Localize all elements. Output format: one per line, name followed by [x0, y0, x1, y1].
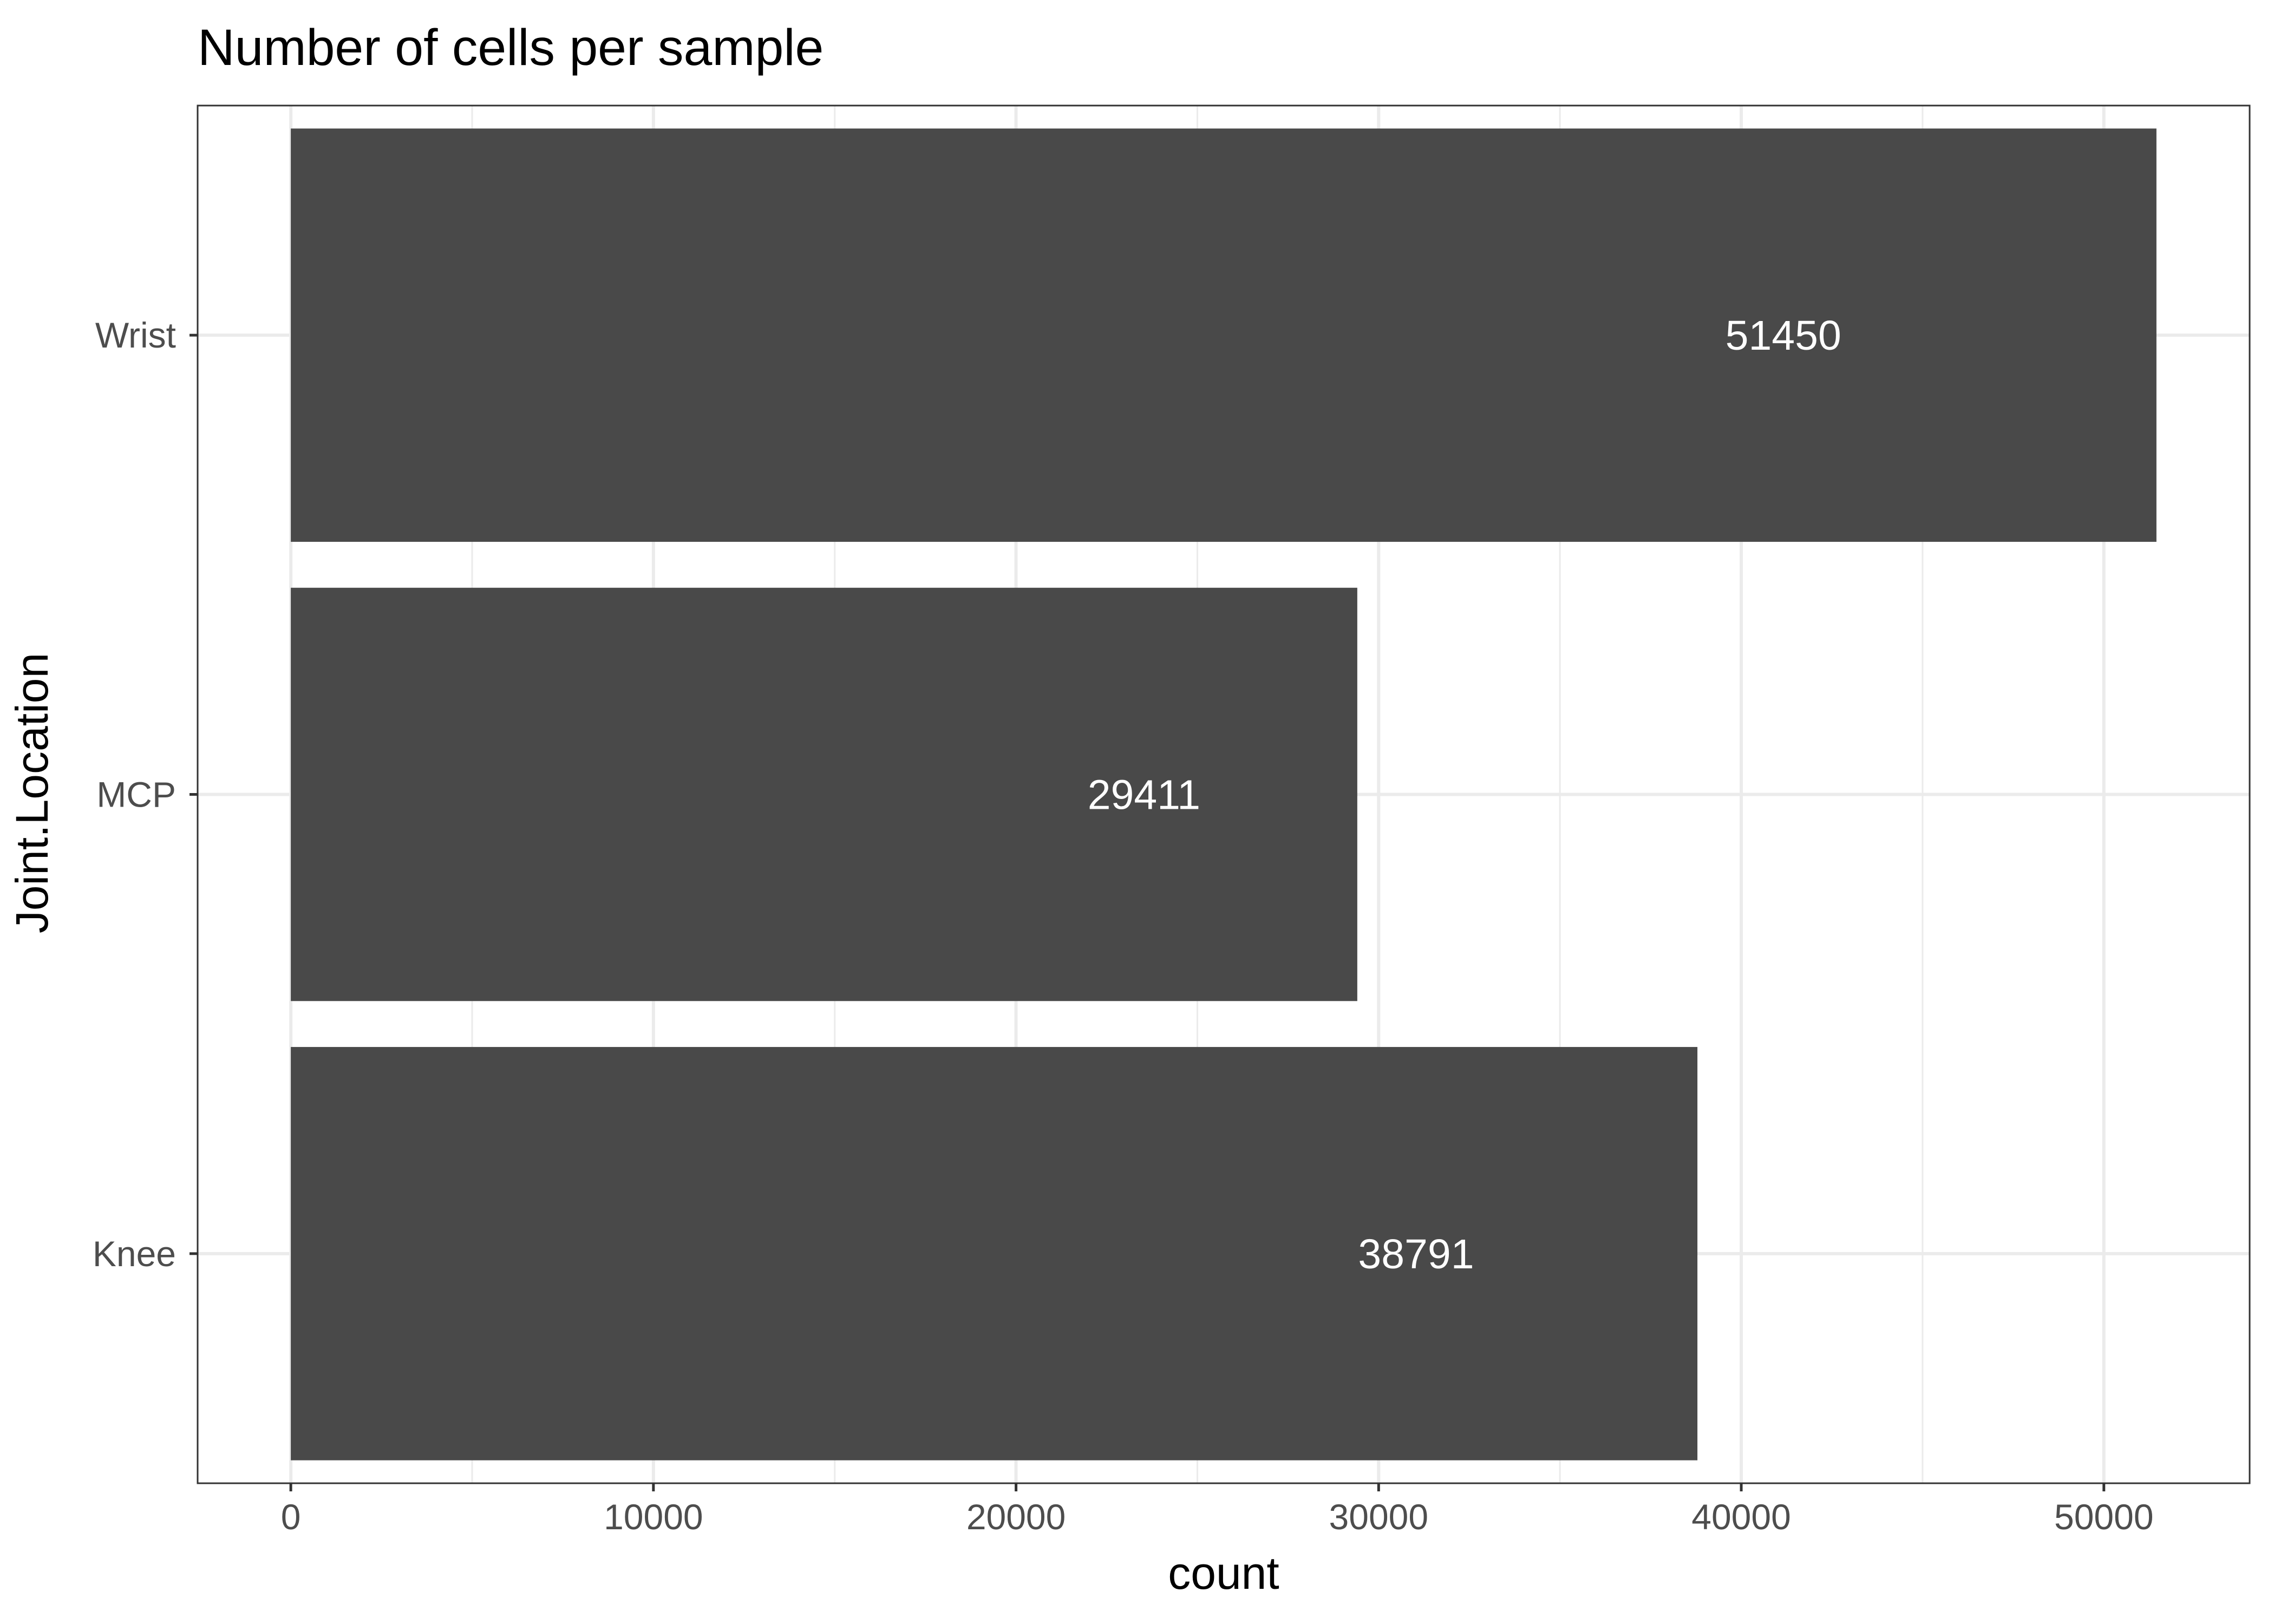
bar-wrist — [291, 128, 2157, 542]
bar-knee — [291, 1047, 1698, 1461]
x-tick-label: 50000 — [2054, 1497, 2154, 1537]
axes: 0 10000 20000 30000 40000 50000 Knee MCP Wrist — [93, 315, 2154, 1537]
y-tick-label: Knee — [93, 1234, 176, 1274]
bar-data-labels: 38791 29411 51450 — [1088, 312, 1841, 1278]
x-tick-label: 0 — [281, 1497, 301, 1537]
x-tick-label: 20000 — [966, 1497, 1066, 1537]
bar-label-wrist: 51450 — [1726, 312, 1841, 359]
bar-label-knee: 38791 — [1358, 1231, 1474, 1278]
y-tick-label: MCP — [96, 775, 176, 815]
bar-label-mcp: 29411 — [1088, 772, 1200, 818]
y-tick-label: Wrist — [95, 315, 176, 355]
bar-mcp — [291, 587, 1357, 1001]
chart-title: Number of cells per sample — [198, 19, 824, 76]
x-axis-title: count — [1168, 1548, 1279, 1599]
x-tick-label: 30000 — [1329, 1497, 1429, 1537]
bars — [291, 128, 2157, 1461]
y-axis-title: Joint.Location — [6, 653, 57, 933]
x-tick-label: 40000 — [1691, 1497, 1791, 1537]
x-tick-label: 10000 — [604, 1497, 703, 1537]
